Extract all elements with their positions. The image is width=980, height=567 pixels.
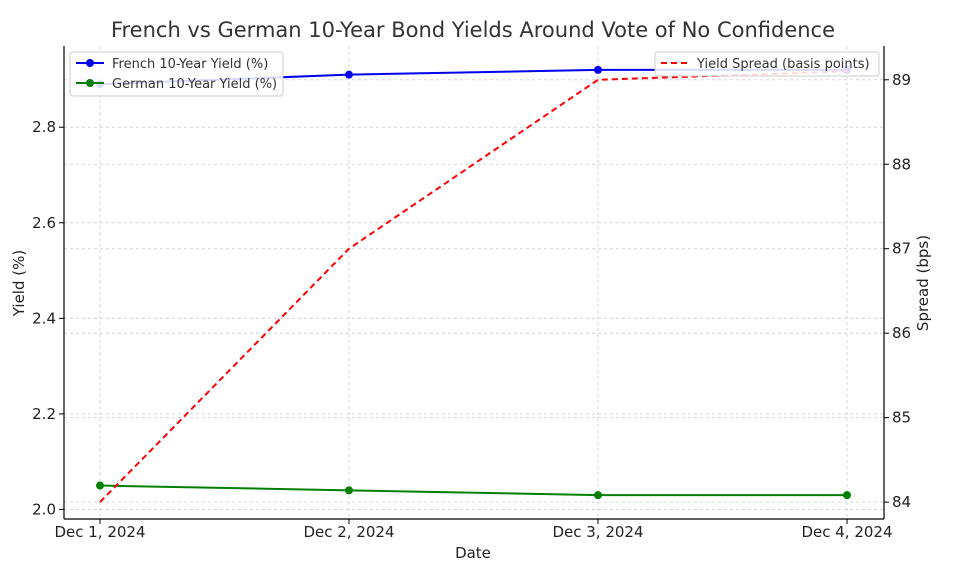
data-point	[843, 491, 851, 500]
y2-tick-label: 86	[892, 324, 911, 342]
axes: Dec 1, 2024 Dec 2, 2024 Dec 3, 2024 Dec 4, …	[32, 46, 911, 541]
legend-box	[69, 51, 284, 97]
y-tick-label: 2.8	[32, 118, 56, 136]
legend-yields: French 10-Year Yield (%) German 10-Year Y…	[69, 51, 284, 97]
y2-tick-label: 89	[892, 71, 911, 89]
y2-tick-label: 85	[892, 409, 911, 427]
legend-marker	[86, 59, 94, 67]
y-axis-label: Yield (%)	[10, 250, 28, 317]
chart-title: French vs German 10-Year Bond Yields Aro…	[111, 18, 835, 42]
legend-spread: Yield Spread (basis points)	[654, 51, 880, 77]
data-point	[345, 70, 353, 79]
legend-box	[654, 51, 880, 77]
x-tick-label: Dec 4, 2024	[801, 523, 892, 541]
data-point	[594, 491, 602, 500]
y-tick-label: 2.6	[32, 214, 56, 232]
series-line-2	[99, 70, 848, 503]
y-tick-label: 2.2	[32, 405, 56, 423]
y2-tick-label: 87	[892, 240, 911, 258]
x-tick-label: Dec 3, 2024	[552, 523, 643, 541]
y2-tick-label: 88	[892, 155, 911, 173]
legend-label: Yield Spread (basis points)	[696, 57, 870, 72]
series-group	[96, 65, 851, 503]
legend-label: French 10-Year Yield (%)	[112, 57, 268, 72]
x-axis-label: Date	[455, 544, 491, 562]
y2-axis-label: Spread (bps)	[914, 235, 932, 331]
x-tick-label: Dec 1, 2024	[54, 523, 145, 541]
legend-label: German 10-Year Yield (%)	[112, 77, 277, 92]
legend-marker	[86, 79, 94, 87]
x-tick-label: Dec 2, 2024	[303, 523, 394, 541]
y-tick-label: 2.4	[32, 309, 56, 327]
grid	[64, 46, 884, 519]
data-point	[345, 486, 353, 495]
series-line-1	[99, 484, 847, 497]
data-point	[96, 481, 104, 490]
y-tick-label: 2.0	[32, 500, 56, 518]
data-point	[594, 65, 602, 74]
y2-tick-label: 84	[892, 493, 911, 511]
